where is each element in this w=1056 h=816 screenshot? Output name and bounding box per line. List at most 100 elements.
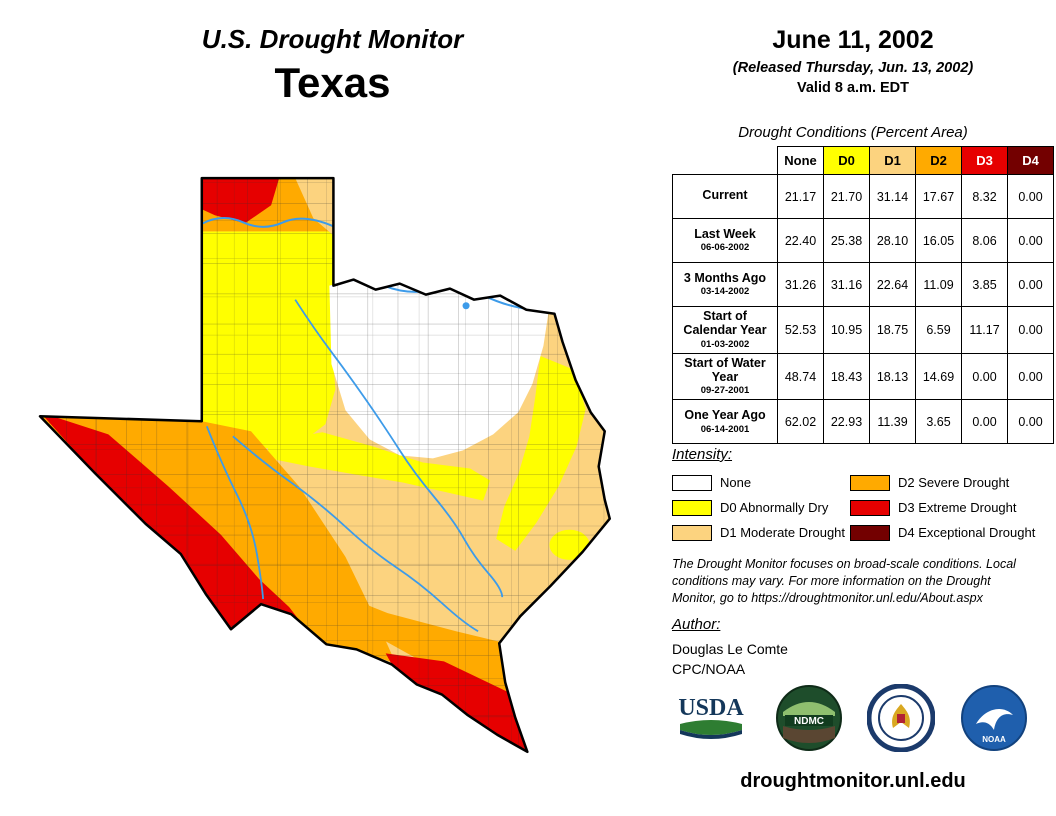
river-pecos (205, 425, 264, 600)
value-cell: 25.38 (823, 218, 870, 263)
usda-logo-text: USDA (678, 695, 744, 721)
value-cell: 21.17 (777, 174, 824, 219)
value-cell: 62.02 (777, 399, 824, 445)
page-title: U.S. Drought Monitor (201, 24, 464, 54)
map-date: June 11, 2002 (772, 26, 934, 54)
value-cell: 0.00 (1007, 174, 1054, 219)
value-cell: 22.93 (823, 399, 870, 445)
col-header-none: None (777, 146, 824, 175)
map-title-block: U.S. Drought Monitor Texas (100, 24, 565, 107)
county-grid-secondary (40, 178, 610, 752)
value-cell: 14.69 (915, 352, 962, 401)
valid-time: Valid 8 a.m. EDT (796, 80, 909, 96)
footer-url: droughtmonitor.unl.edu (740, 770, 966, 792)
legend-label: D0 Abnormally Dry (720, 500, 829, 515)
value-cell: 11.09 (915, 262, 962, 307)
author-block: Author: Douglas Le Comte CPC/NOAA (672, 616, 1034, 677)
value-cell: 21.70 (823, 174, 870, 219)
river-brazos (294, 299, 504, 598)
value-cell: 16.05 (915, 218, 962, 263)
disclaimer-text: The Drought Monitor focuses on broad-sca… (672, 557, 1016, 605)
river-canadian (202, 217, 334, 228)
value-cell: 22.40 (777, 218, 824, 263)
legend-item-d0: D0 Abnormally Dry (672, 499, 850, 516)
table-row: Start of Water Year 09-27-2001 48.74 18.… (672, 352, 1054, 401)
value-cell: 0.00 (1007, 218, 1054, 263)
noaa-logo-text: NOAA (982, 735, 1006, 744)
col-header-d0: D0 (823, 146, 870, 175)
value-cell: 52.53 (777, 306, 824, 354)
state-title: Texas (274, 59, 391, 106)
legend-item-d3: D3 Extreme Drought (850, 499, 1036, 516)
row-label-cell: Start of Water Year 09-27-2001 (672, 352, 778, 401)
table-row: Current 21.17 21.70 31.14 17.67 8.32 0.0… (672, 174, 1054, 219)
legend-swatch-d4 (850, 524, 890, 541)
map-container (36, 172, 664, 772)
legend-item-d2: D2 Severe Drought (850, 474, 1036, 491)
legend-label: D3 Extreme Drought (898, 500, 1017, 515)
doc-logo (867, 684, 936, 752)
river-colorado (232, 435, 479, 633)
table-row: Start of Calendar Year 01-03-2002 52.53 … (672, 306, 1054, 354)
table-row: One Year Ago 06-14-2001 62.02 22.93 11.3… (672, 399, 1054, 445)
released-date: (Released Thursday, Jun. 13, 2002) (732, 60, 974, 76)
value-cell: 48.74 (777, 352, 824, 401)
row-label: Start of Calendar Year (683, 309, 767, 338)
noaa-logo: NOAA (960, 685, 1027, 751)
legend-item-d4: D4 Exceptional Drought (850, 524, 1036, 541)
author-heading: Author: (672, 616, 721, 633)
legend-swatch-none (672, 474, 712, 491)
author-org: CPC/NOAA (672, 661, 746, 677)
row-label-cell: 3 Months Ago 03-14-2002 (672, 262, 778, 307)
value-cell: 10.95 (823, 306, 870, 354)
row-label-cell: Start of Calendar Year 01-03-2002 (672, 306, 778, 354)
value-cell: 11.39 (869, 399, 916, 445)
value-cell: 0.00 (1007, 262, 1054, 307)
date-block: June 11, 2002 (Released Thursday, Jun. 1… (672, 26, 1034, 96)
col-header-d2: D2 (915, 146, 962, 175)
value-cell: 6.59 (915, 306, 962, 354)
table-corner (672, 146, 778, 175)
usda-swoosh-shadow (680, 730, 742, 739)
doc-shield (897, 714, 906, 723)
author-name: Douglas Le Comte (672, 641, 788, 657)
value-cell: 0.00 (1007, 352, 1054, 401)
row-sublabel: 01-03-2002 (700, 338, 750, 350)
value-cell: 31.26 (777, 262, 824, 307)
ndmc-logo-text: NDMC (794, 716, 824, 727)
value-cell: 0.00 (961, 352, 1008, 401)
legend-swatch-d0 (672, 499, 712, 516)
row-label: Start of Water Year (684, 355, 766, 385)
row-sublabel: 09-27-2001 (700, 385, 750, 397)
legend-label: D4 Exceptional Drought (898, 525, 1036, 540)
value-cell: 22.64 (869, 262, 916, 307)
legend-label: D2 Severe Drought (898, 475, 1010, 490)
value-cell: 3.85 (961, 262, 1008, 307)
table-header-row: None D0 D1 D2 D3 D4 (672, 146, 1054, 175)
row-label: Last Week (694, 226, 756, 241)
texas-drought-map (38, 176, 611, 754)
row-label-cell: Current (672, 174, 778, 219)
legend-item-d1: D1 Moderate Drought (672, 524, 850, 541)
ndmc-banner (784, 715, 833, 726)
drought-conditions-table: None D0 D1 D2 D3 D4 Current 21.17 21.70 … (672, 146, 1054, 445)
row-sublabel: 06-14-2001 (700, 423, 750, 435)
legend-label: D1 Moderate Drought (720, 525, 846, 540)
noaa-seagull (975, 709, 1013, 730)
col-header-d3: D3 (961, 146, 1008, 175)
value-cell: 0.00 (961, 399, 1008, 445)
value-cell: 31.14 (869, 174, 916, 219)
usda-swoosh (680, 720, 742, 735)
row-label-cell: Last Week 06-06-2002 (672, 218, 778, 263)
value-cell: 0.00 (1007, 399, 1054, 445)
ndmc-field (782, 726, 835, 743)
ndmc-logo: NDMC (775, 685, 842, 751)
value-cell: 18.75 (869, 306, 916, 354)
row-label-cell: One Year Ago 06-14-2001 (672, 399, 778, 445)
value-cell: 8.06 (961, 218, 1008, 263)
value-cell: 0.00 (1007, 306, 1054, 354)
usda-logo: USDA (678, 695, 744, 739)
row-sublabel: 06-06-2002 (700, 242, 750, 254)
table-row: 3 Months Ago 03-14-2002 31.26 31.16 22.6… (672, 262, 1054, 307)
value-cell: 11.17 (961, 306, 1008, 354)
